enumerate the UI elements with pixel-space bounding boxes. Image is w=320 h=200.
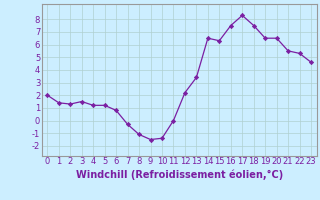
X-axis label: Windchill (Refroidissement éolien,°C): Windchill (Refroidissement éolien,°C) <box>76 169 283 180</box>
